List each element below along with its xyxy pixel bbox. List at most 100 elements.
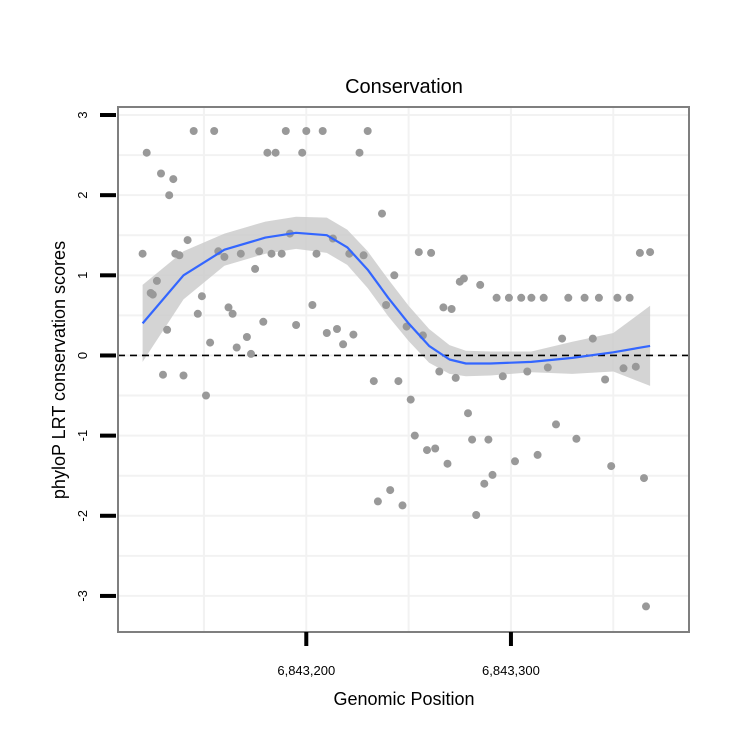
data-point [382,301,391,309]
data-point [539,293,548,302]
data-point [369,377,378,386]
y-tick-label: -2 [75,510,90,522]
data-point [339,340,348,349]
data-point [298,148,307,157]
data-point [488,470,497,479]
data-point [580,293,589,302]
data-point [224,303,233,312]
data-point [459,274,468,283]
data-point [398,501,407,510]
data-point [355,148,364,157]
data-point [202,391,210,400]
data-point [193,309,202,318]
data-point [558,334,567,343]
data-point [504,293,513,302]
chart-title: Conservation [345,76,463,98]
data-point [451,373,460,382]
y-axis-ticks: -3 -2 -1 0 1 2 3 [75,111,116,602]
data-point [640,474,648,483]
data-point [255,247,264,256]
data-point [517,293,526,302]
data-point [439,303,448,312]
data-point [157,169,165,178]
x-tick-label: 6,843,200 [277,663,335,678]
data-point [197,292,206,301]
data-point [312,249,321,258]
x-axis-label: Genomic Position [333,689,474,709]
data-point [527,293,536,302]
data-point [175,251,184,260]
y-tick-label: -3 [75,590,90,602]
data-point [267,249,276,258]
data-point [607,462,616,471]
data-point [148,290,157,299]
y-tick-label: 2 [75,192,90,199]
data-point [236,249,245,258]
panel-border [117,106,690,633]
data-point [472,511,481,519]
data-point [322,329,331,337]
data-point [468,435,477,444]
data-points [138,127,655,611]
smooth-line [141,231,651,365]
data-point [447,305,456,313]
data-point [394,377,403,386]
data-point [308,301,317,309]
data-point [543,363,552,372]
data-point [271,148,280,157]
data-point [572,434,581,443]
data-point [373,497,382,506]
data-point [443,459,452,468]
data-point [247,349,255,358]
data-point [410,431,419,440]
grid-lines [118,107,689,632]
data-point [480,479,489,488]
data-point [318,127,327,135]
data-point [138,249,147,258]
data-point [390,271,399,280]
data-point [183,236,192,245]
data-point [588,334,597,343]
data-point [169,175,178,184]
data-point [552,420,560,429]
data-point [359,251,368,260]
data-point [189,127,198,135]
data-point [642,602,650,611]
data-point [259,317,268,326]
confidence-band [142,216,651,386]
data-point [464,409,472,418]
data-point [277,249,286,258]
data-point [431,444,440,453]
data-point [523,367,532,376]
data-point [302,127,311,135]
data-point [228,309,237,318]
data-point [625,293,634,302]
data-point [564,293,573,302]
data-point [210,127,219,135]
data-point [435,367,444,376]
data-point [613,293,622,302]
data-point [152,276,161,285]
data-point [492,293,501,302]
data-point [142,148,151,157]
data-point [206,338,215,347]
data-point [386,486,395,495]
data-point [220,252,229,261]
data-point [159,370,167,379]
data-point [594,293,603,302]
data-point [363,127,372,135]
data-point [631,362,640,371]
data-point [484,435,493,444]
data-point [251,264,260,273]
y-tick-label: 1 [75,272,90,279]
data-point [378,209,386,218]
data-point [533,450,542,459]
data-point [406,395,415,404]
data-point [179,371,188,380]
data-point [635,248,644,257]
data-point [423,446,431,455]
y-tick-label: 3 [75,111,90,118]
data-point [263,148,272,157]
data-point [292,321,301,329]
